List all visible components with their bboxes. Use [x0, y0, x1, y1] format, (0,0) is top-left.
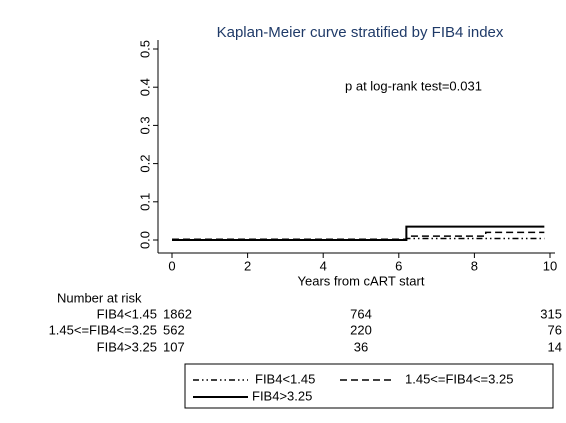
legend-box — [184, 363, 554, 409]
y-tick-label: 0.2 — [137, 155, 152, 173]
y-tick-label: 0.4 — [137, 78, 152, 96]
risk-row-label: FIB4>3.25 — [97, 339, 157, 354]
risk-count: 315 — [540, 306, 562, 321]
risk-table-title: Number at risk — [57, 290, 142, 305]
km-curve — [172, 225, 545, 241]
risk-count: 562 — [163, 322, 185, 337]
risk-row-label: 1.45<=FIB4<=3.25 — [49, 322, 157, 337]
y-tick-label: 0.0 — [137, 231, 152, 249]
annotation: p at log-rank test=0.031 — [345, 78, 482, 93]
legend-label: 1.45<=FIB4<=3.25 — [405, 371, 513, 386]
x-tick-label: 8 — [471, 258, 478, 273]
x-tick-label: 2 — [244, 258, 251, 273]
y-tick-label: 0.3 — [137, 116, 152, 134]
risk-count: 107 — [163, 339, 185, 354]
legend-label: FIB4>3.25 — [252, 388, 312, 403]
y-tick-label: 0.5 — [137, 40, 152, 58]
x-tick-label: 4 — [320, 258, 327, 273]
x-tick-label: 10 — [543, 258, 557, 273]
risk-count: 14 — [548, 339, 562, 354]
risk-count: 36 — [354, 339, 368, 354]
risk-count: 220 — [350, 322, 372, 337]
risk-count: 76 — [548, 322, 562, 337]
y-tick-label: 0.1 — [137, 193, 152, 211]
risk-row-label: FIB4<1.45 — [97, 306, 157, 321]
chart-title: Kaplan-Meier curve stratified by FIB4 in… — [217, 24, 504, 41]
km-curve — [172, 231, 545, 240]
legend-label: FIB4<1.45 — [255, 371, 315, 386]
x-axis-label: Years from cART start — [298, 273, 425, 288]
x-tick-label: 6 — [395, 258, 402, 273]
risk-count: 764 — [350, 306, 372, 321]
x-tick-label: 0 — [168, 258, 175, 273]
risk-count: 1862 — [163, 306, 192, 321]
